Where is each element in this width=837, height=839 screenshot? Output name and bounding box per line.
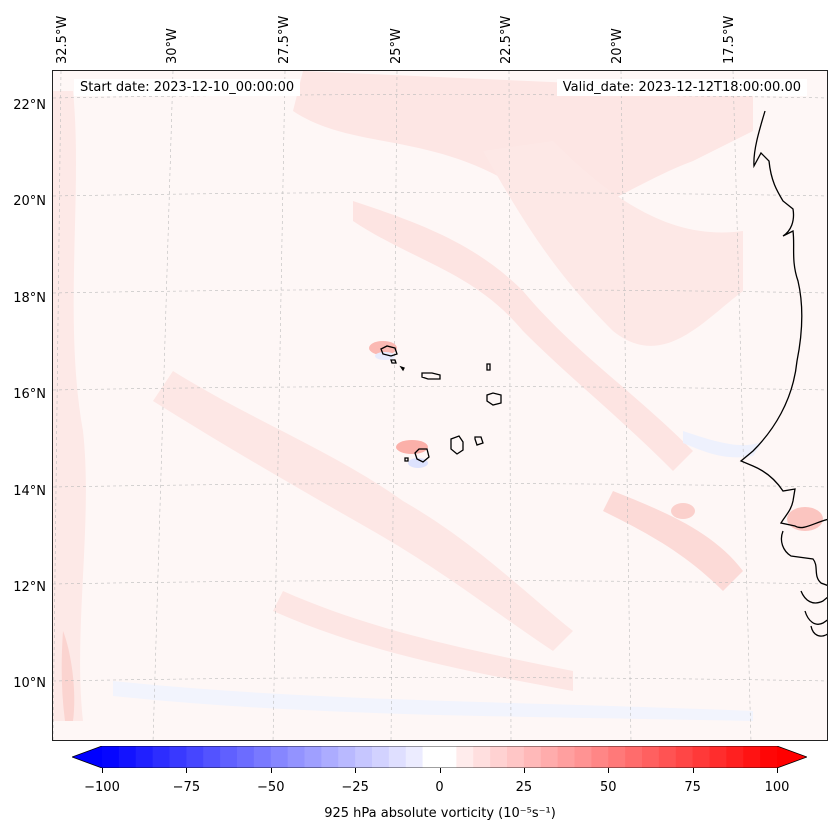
colorbar-level [574,746,592,768]
colorbar-level [135,746,154,768]
lat-label-22n: 22°N [13,98,46,113]
colorbar-level [591,746,609,768]
colorbar-level [152,746,171,768]
colorbar-level [642,746,660,768]
lat-label-10n: 10°N [13,676,46,691]
colorbar-level [388,746,407,768]
colorbar-level [675,746,694,768]
colorbar [72,746,807,768]
cape-verde-islands [380,345,502,463]
map-panel: Start date: 2023-12-10_00:00:00 Valid_da… [52,70,828,741]
colorbar-tick-label: −50 [257,780,285,795]
colorbar-level [304,746,322,768]
colorbar-level [540,746,559,768]
colorbar-level [102,746,120,768]
lon-label-22-5w: 22.5°W [499,15,514,64]
colorbar-level [270,746,289,768]
colorbar-level [321,746,339,768]
colorbar-tick-mark [439,768,441,773]
colorbar-tick-label: 50 [599,780,617,795]
colorbar-tick-label: 25 [515,780,533,795]
colorbar-level [760,746,778,768]
colorbar-tick-mark [777,768,778,773]
colorbar-tick-mark [692,768,694,773]
colorbar-level [557,746,576,768]
colorbar-level [203,746,221,768]
colorbar-tick-mark [102,768,103,773]
africa-coastline [739,110,827,637]
colorbar-level [355,746,373,768]
colorbar-level [473,746,491,768]
colorbar-level [743,746,761,768]
colorbar-level [709,746,727,768]
colorbar-max-extend [777,746,807,768]
colorbar-tick-mark [355,768,357,773]
lon-label-30w: 30°W [165,28,180,64]
colorbar-tick-label: −75 [172,780,201,795]
lat-label-20n: 20°N [13,194,46,209]
colorbar-title: 925 hPa absolute vorticity (10⁻⁵s⁻¹) [324,806,556,821]
colorbar-level [186,746,204,768]
colorbar-level [253,746,272,768]
colorbar-level [118,746,137,768]
lat-label-14n: 14°N [13,484,46,499]
colorbar-level [625,746,643,768]
valid-date-label: Valid_date: 2023-12-12T18:00:00.00 [556,79,807,96]
colorbar-level [372,746,390,768]
vorticity-field [53,71,823,721]
colorbar-level [658,746,677,768]
colorbar-tick-mark [186,768,188,773]
lat-label-12n: 12°N [13,580,46,595]
lon-label-32-5w: 32.5°W [55,15,70,64]
colorbar-tick-label: 0 [435,780,444,795]
colorbar-level [169,746,187,768]
vorticity-map [53,71,827,740]
colorbar-tick-label: −25 [341,780,369,795]
colorbar-level [287,746,306,768]
colorbar-level [237,746,255,768]
colorbar-level [507,746,525,768]
colorbar-level [692,746,711,768]
colorbar-tick-mark [270,768,272,773]
colorbar-level [422,746,441,768]
colorbar-level [523,746,542,768]
colorbar-tick-mark [523,768,525,773]
colorbar-tick-mark [608,768,610,773]
colorbar-level [726,746,744,768]
colorbar-level [439,746,457,768]
start-date-label: Start date: 2023-12-10_00:00:00 [74,79,301,96]
gridlines [53,71,827,740]
colorbar-level [490,746,508,768]
colorbar-tick-label: −100 [84,780,120,795]
lat-label-18n: 18°N [13,291,46,306]
lat-label-16n: 16°N [13,387,46,402]
lon-label-17-5w: 17.5°W [722,15,737,64]
colorbar-level [405,746,424,768]
colorbar-tick-label: 75 [684,780,701,795]
colorbar-level [608,746,626,768]
colorbar-min-extend [72,746,102,768]
colorbar-level [338,746,356,768]
lon-label-25w: 25°W [389,28,404,64]
coastlines [380,110,827,637]
colorbar-tick-label: 100 [764,780,790,795]
lon-label-20w: 20°W [610,28,625,64]
colorbar-level [220,746,238,768]
colorbar-level [456,746,474,768]
lon-label-27-5w: 27.5°W [277,15,292,64]
